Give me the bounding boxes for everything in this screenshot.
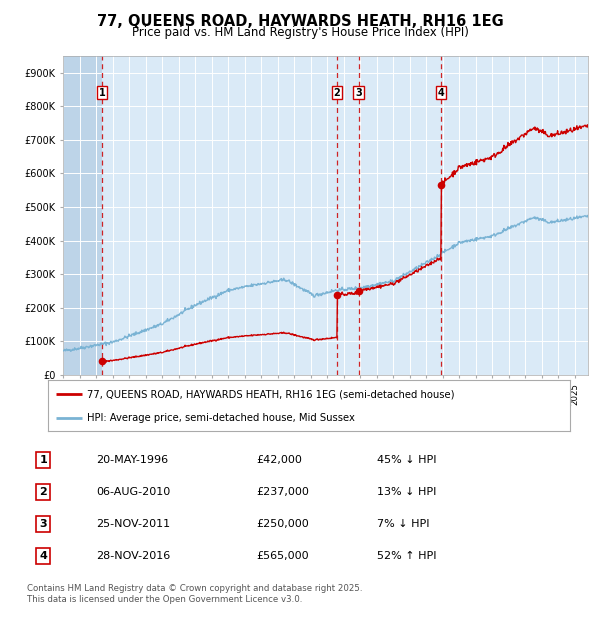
Text: 1: 1 xyxy=(40,455,47,465)
Text: £565,000: £565,000 xyxy=(256,551,308,561)
Text: £250,000: £250,000 xyxy=(256,520,308,529)
Text: 4: 4 xyxy=(437,87,445,97)
Text: 13% ↓ HPI: 13% ↓ HPI xyxy=(377,487,437,497)
Text: HPI: Average price, semi-detached house, Mid Sussex: HPI: Average price, semi-detached house,… xyxy=(87,413,355,423)
Text: This data is licensed under the Open Government Licence v3.0.: This data is licensed under the Open Gov… xyxy=(27,595,302,604)
Text: Contains HM Land Registry data © Crown copyright and database right 2025.: Contains HM Land Registry data © Crown c… xyxy=(27,584,362,593)
Text: 25-NOV-2011: 25-NOV-2011 xyxy=(96,520,170,529)
Text: 77, QUEENS ROAD, HAYWARDS HEATH, RH16 1EG: 77, QUEENS ROAD, HAYWARDS HEATH, RH16 1E… xyxy=(97,14,503,29)
Text: 20-MAY-1996: 20-MAY-1996 xyxy=(96,455,168,465)
Text: £42,000: £42,000 xyxy=(256,455,302,465)
Text: Price paid vs. HM Land Registry's House Price Index (HPI): Price paid vs. HM Land Registry's House … xyxy=(131,26,469,39)
Text: 4: 4 xyxy=(40,551,47,561)
Bar xyxy=(63,56,102,375)
Text: 77, QUEENS ROAD, HAYWARDS HEATH, RH16 1EG (semi-detached house): 77, QUEENS ROAD, HAYWARDS HEATH, RH16 1E… xyxy=(87,389,455,399)
Text: 45% ↓ HPI: 45% ↓ HPI xyxy=(377,455,437,465)
Text: 06-AUG-2010: 06-AUG-2010 xyxy=(96,487,170,497)
Text: 1: 1 xyxy=(99,87,106,97)
Text: 2: 2 xyxy=(40,487,47,497)
Text: 52% ↑ HPI: 52% ↑ HPI xyxy=(377,551,437,561)
Text: 3: 3 xyxy=(40,520,47,529)
Text: 7% ↓ HPI: 7% ↓ HPI xyxy=(377,520,430,529)
Text: 3: 3 xyxy=(355,87,362,97)
Text: £237,000: £237,000 xyxy=(256,487,309,497)
Text: 2: 2 xyxy=(334,87,340,97)
Text: 28-NOV-2016: 28-NOV-2016 xyxy=(96,551,170,561)
